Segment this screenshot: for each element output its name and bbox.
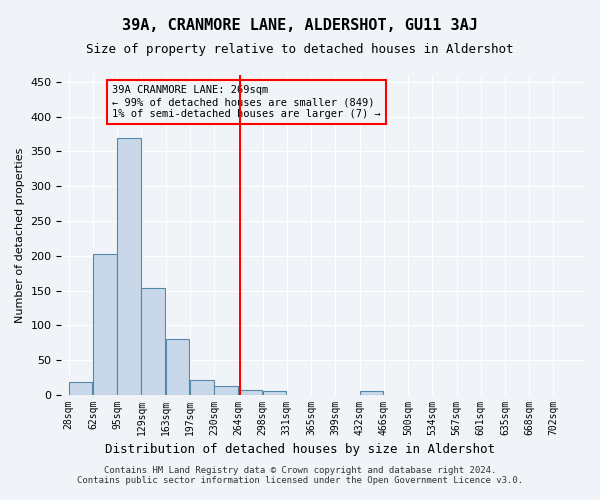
Bar bbox=[238, 390, 262, 395]
Bar bbox=[93, 254, 116, 395]
Bar bbox=[263, 390, 286, 395]
Bar bbox=[359, 392, 383, 395]
Text: Size of property relative to detached houses in Aldershot: Size of property relative to detached ho… bbox=[86, 42, 514, 56]
Bar bbox=[68, 382, 92, 395]
Bar bbox=[142, 288, 165, 395]
Y-axis label: Number of detached properties: Number of detached properties bbox=[15, 148, 25, 322]
Text: Distribution of detached houses by size in Aldershot: Distribution of detached houses by size … bbox=[105, 442, 495, 456]
Text: 39A CRANMORE LANE: 269sqm
← 99% of detached houses are smaller (849)
1% of semi-: 39A CRANMORE LANE: 269sqm ← 99% of detac… bbox=[112, 86, 381, 118]
Bar bbox=[190, 380, 214, 395]
Bar bbox=[166, 340, 190, 395]
Text: Contains HM Land Registry data © Crown copyright and database right 2024.
Contai: Contains HM Land Registry data © Crown c… bbox=[77, 466, 523, 485]
Bar bbox=[117, 138, 141, 395]
Bar bbox=[214, 386, 238, 395]
Text: 39A, CRANMORE LANE, ALDERSHOT, GU11 3AJ: 39A, CRANMORE LANE, ALDERSHOT, GU11 3AJ bbox=[122, 18, 478, 32]
